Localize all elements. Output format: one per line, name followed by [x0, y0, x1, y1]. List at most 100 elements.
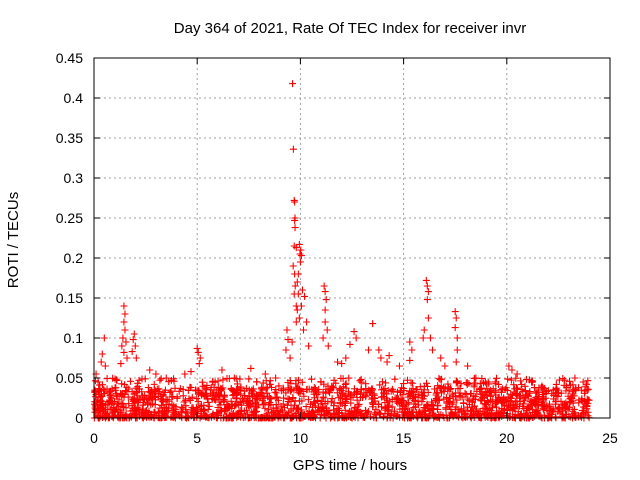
data-point: [497, 396, 505, 404]
data-point: [298, 397, 306, 405]
data-point: [144, 384, 152, 392]
data-point: [504, 375, 512, 383]
data-point: [580, 409, 588, 417]
data-point: [354, 387, 362, 395]
data-point: [99, 398, 107, 406]
data-point: [422, 410, 430, 418]
data-point: [291, 216, 299, 224]
data-point: [158, 395, 166, 403]
data-point: [559, 375, 567, 383]
data-point: [317, 378, 325, 386]
data-point: [232, 390, 240, 398]
data-point: [308, 385, 316, 393]
data-point: [269, 408, 277, 416]
data-point: [338, 360, 346, 368]
data-point: [565, 398, 573, 406]
data-point: [455, 408, 463, 416]
data-point: [284, 336, 292, 344]
data-point: [399, 391, 407, 399]
data-point: [400, 380, 408, 388]
data-point: [495, 380, 503, 388]
data-point: [138, 405, 146, 413]
data-point: [118, 390, 126, 398]
data-point: [314, 396, 322, 404]
data-point: [504, 413, 512, 421]
data-point: [437, 389, 445, 397]
data-point: [243, 398, 251, 406]
data-point: [571, 374, 579, 382]
data-point: [531, 412, 539, 420]
data-point: [518, 381, 526, 389]
data-point: [287, 379, 295, 387]
data-point: [508, 366, 516, 374]
data-point: [420, 326, 428, 334]
data-point: [207, 383, 215, 391]
data-point: [431, 385, 439, 393]
data-point: [159, 392, 167, 400]
data-point: [147, 401, 155, 409]
data-point: [566, 413, 574, 421]
data-point: [500, 401, 508, 409]
data-point: [95, 385, 103, 393]
data-point: [369, 320, 377, 328]
data-point: [187, 368, 195, 376]
y-tick-label: 0.35: [56, 130, 83, 146]
data-point: [479, 394, 487, 402]
y-tick-label: 0.45: [56, 50, 83, 66]
data-point: [321, 318, 329, 326]
data-point: [219, 376, 227, 384]
data-point: [424, 314, 432, 322]
data-point: [435, 413, 443, 421]
data-point: [295, 314, 303, 322]
data-point: [118, 342, 126, 350]
data-point: [452, 410, 460, 418]
data-point: [201, 410, 209, 418]
data-point: [449, 392, 457, 400]
data-point: [148, 387, 156, 395]
data-point: [139, 401, 147, 409]
data-point: [425, 405, 433, 413]
data-point: [324, 382, 332, 390]
data-point: [196, 354, 204, 362]
data-point: [253, 407, 260, 415]
data-point: [287, 386, 295, 394]
data-point: [221, 405, 229, 413]
data-point: [198, 378, 206, 386]
data-point: [437, 354, 445, 362]
data-point: [365, 346, 373, 354]
data-point: [396, 405, 404, 413]
data-point: [106, 405, 114, 413]
data-point: [583, 386, 591, 394]
y-tick-label: 0.3: [64, 170, 84, 186]
data-point: [97, 358, 105, 366]
data-point: [160, 403, 168, 411]
data-point: [335, 386, 343, 394]
data-point: [296, 250, 304, 258]
data-point: [393, 394, 401, 402]
data-point: [436, 376, 444, 384]
data-point: [420, 389, 428, 397]
data-point: [356, 377, 364, 385]
data-point: [455, 413, 463, 421]
data-point: [271, 413, 279, 421]
data-point: [521, 393, 529, 401]
data-point: [435, 374, 443, 382]
data-point: [207, 413, 215, 421]
data-point: [337, 392, 345, 400]
data-point: [237, 383, 245, 391]
data-point: [293, 306, 301, 314]
data-point: [346, 340, 354, 348]
data-point: [165, 397, 173, 405]
data-point: [294, 270, 302, 278]
data-point: [470, 381, 478, 389]
data-point: [347, 399, 355, 407]
data-point: [169, 393, 177, 401]
data-point: [428, 398, 436, 406]
data-point: [289, 262, 297, 270]
data-point: [513, 370, 521, 378]
data-point: [481, 404, 489, 412]
data-point: [440, 395, 448, 403]
data-point: [262, 385, 270, 393]
data-point: [465, 379, 473, 387]
data-point: [105, 389, 113, 397]
